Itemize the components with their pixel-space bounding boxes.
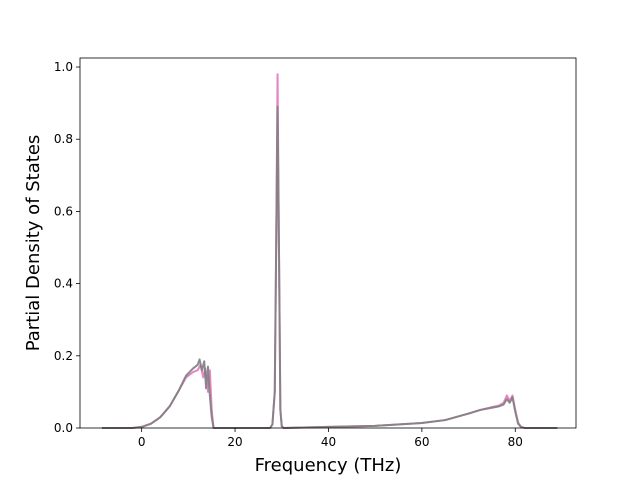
y-tick-label: 0.4 [54, 277, 73, 291]
x-tick-label: 40 [321, 435, 336, 449]
y-tick-label: 0.2 [54, 349, 73, 363]
x-tick-label: 0 [138, 435, 146, 449]
y-tick-label: 0.8 [54, 132, 73, 146]
series-layer [101, 73, 558, 429]
x-tick-label: 80 [508, 435, 523, 449]
y-axis-ticks: 0.0 0.2 0.4 0.6 0.8 1.0 [54, 60, 80, 435]
y-tick-label: 1.0 [54, 60, 73, 74]
x-axis-ticks: 0 20 40 60 80 [138, 428, 523, 449]
y-tick-label: 0.0 [54, 421, 73, 435]
series-line-2 [101, 105, 558, 429]
x-tick-label: 60 [414, 435, 429, 449]
x-tick-label: 20 [227, 435, 242, 449]
plot-frame [79, 57, 577, 429]
y-axis-label: Partial Density of States [23, 135, 44, 352]
y-tick-label: 0.6 [54, 204, 73, 218]
x-axis-label: Frequency (THz) [255, 455, 402, 476]
